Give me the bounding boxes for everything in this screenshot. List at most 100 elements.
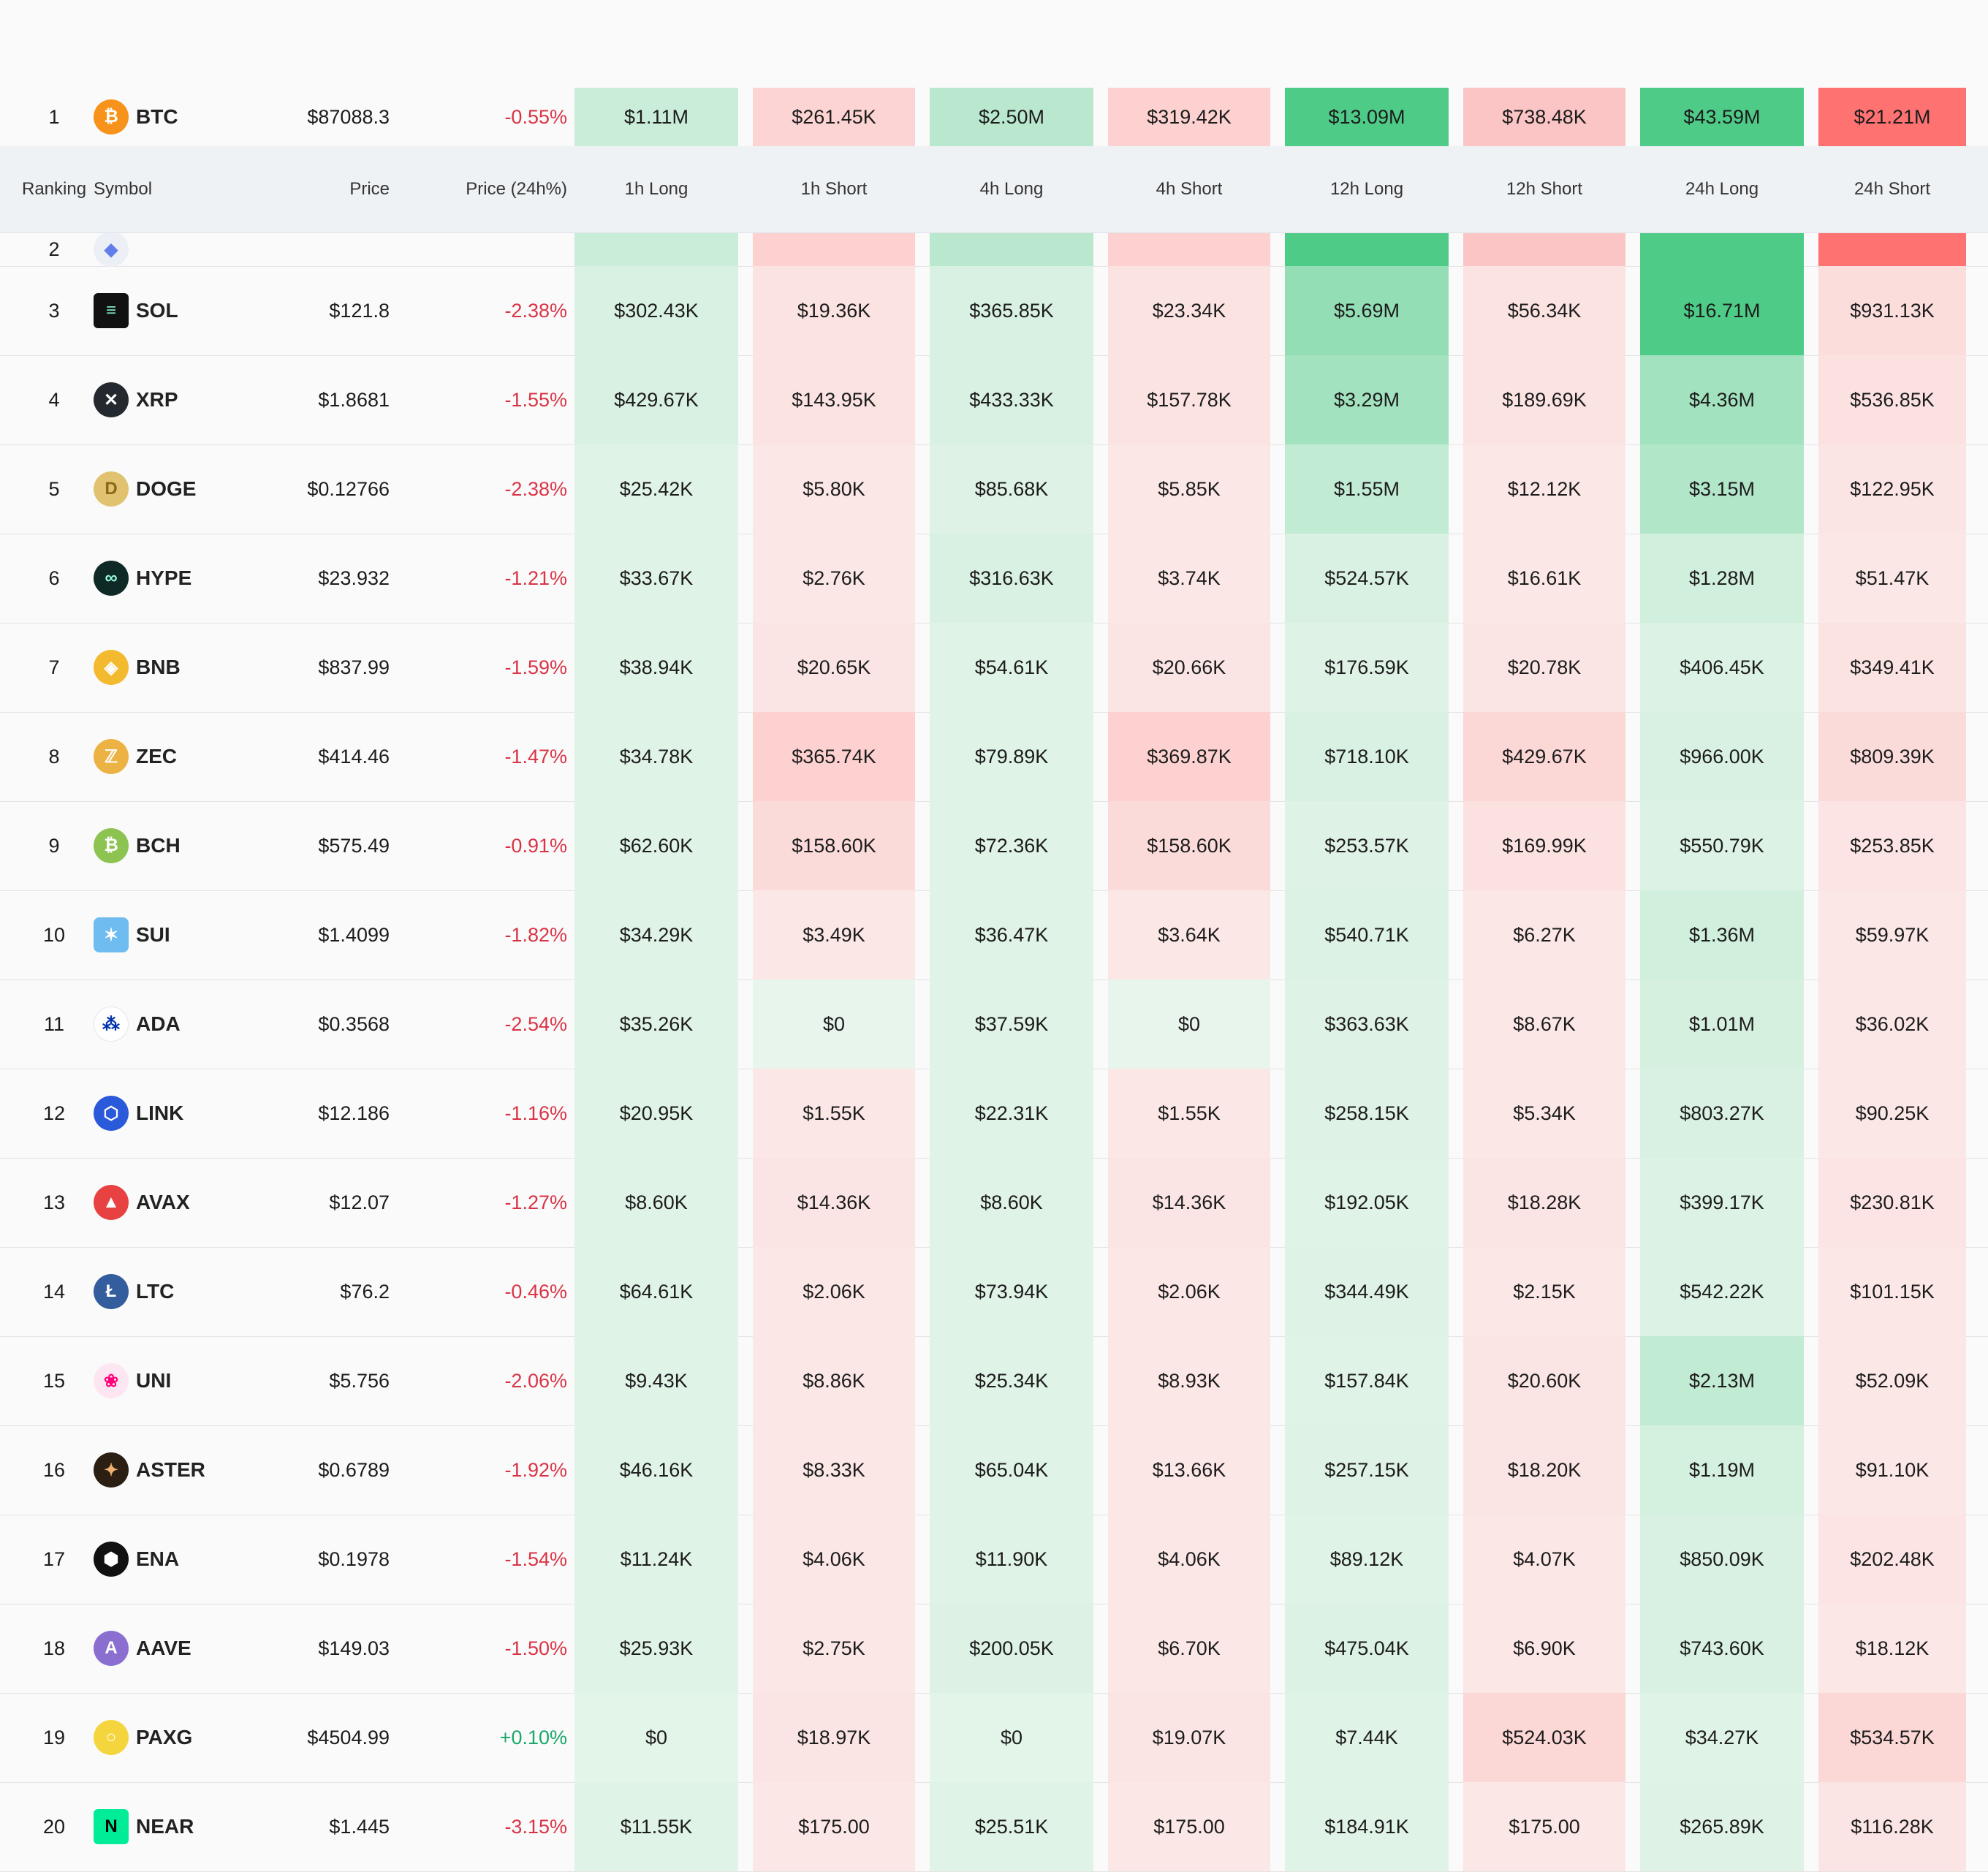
liq-1h-long-cell: $302.43K [574, 266, 738, 355]
liq-12h-long-cell: $524.57K [1285, 534, 1449, 623]
liq-24h-short-cell: $202.48K [1818, 1515, 1966, 1604]
aster-icon: ✦ [94, 1452, 129, 1488]
header-ranking[interactable]: Ranking [22, 179, 87, 199]
table-row[interactable]: 11 ⁂ ADA $0.3568 -2.54% $35.26K $0 $37.59K $0 $36… [0, 979, 1988, 1069]
symbol-cell[interactable]: ≡ SOL [94, 266, 269, 355]
price-cell: $1.445 [329, 1815, 390, 1838]
table-row[interactable]: 14 Ł LTC $76.2 -0.46% $64.61K $2.06K $73.94K $2.… [0, 1247, 1988, 1337]
header-12h-short[interactable]: 12h Short [1506, 179, 1583, 199]
header-price[interactable]: Price [349, 179, 390, 199]
symbol-label: ZEC [136, 745, 177, 768]
header-24h-long[interactable]: 24h Long [1685, 179, 1759, 199]
symbol-cell[interactable]: ✦ ASTER [94, 1425, 269, 1515]
header-price-change[interactable]: Price (24h%) [466, 179, 567, 199]
header-1h-short[interactable]: 1h Short [800, 179, 868, 199]
table-row[interactable]: 19 ○ PAXG $4504.99 +0.10% $0 $18.97K $0 $19.07K $… [0, 1693, 1988, 1783]
symbol-cell[interactable]: ○ PAXG [94, 1693, 269, 1782]
header-12h-long[interactable]: 12h Long [1329, 179, 1404, 199]
symbol-cell[interactable]: ℤ ZEC [94, 712, 269, 801]
liq-24h-short-cell: $91.10K [1818, 1425, 1966, 1515]
price-cell: $121.8 [329, 299, 390, 322]
liq-12h-long-cell: $176.59K [1285, 623, 1449, 712]
liq-1h-short-cell: $8.33K [753, 1425, 915, 1515]
price-cell: $5.756 [329, 1369, 390, 1392]
liq-4h-short-cell: $13.66K [1108, 1425, 1270, 1515]
liq-1h-long-cell: $1.11M [574, 88, 738, 146]
header-24h-short[interactable]: 24h Short [1854, 179, 1931, 199]
symbol-cell[interactable]: ✕ XRP [94, 355, 269, 444]
header-symbol[interactable]: Symbol [94, 179, 153, 199]
liq-12h-long-cell: $253.57K [1285, 801, 1449, 890]
liq-1h-long-cell: $38.94K [574, 623, 738, 712]
liq-1h-long-cell: $62.60K [574, 801, 738, 890]
symbol-label: LINK [136, 1102, 184, 1124]
liq-12h-short-cell: $20.60K [1463, 1336, 1625, 1425]
table-row[interactable]: 20 N NEAR $1.445 -3.15% $11.55K $175.00 $25.51K… [0, 1782, 1988, 1872]
symbol-cell[interactable]: N NEAR [94, 1782, 269, 1871]
liq-24h-long-cell: $43.59M [1640, 88, 1804, 146]
table-row[interactable]: 13 ▲ AVAX $12.07 -1.27% $8.60K $14.36K $8.60K $1… [0, 1158, 1988, 1248]
table-row[interactable]: 5 D DOGE $0.12766 -2.38% $25.42K $5.80K $85.68K… [0, 444, 1988, 534]
table-row[interactable]: 18 A AAVE $149.03 -1.50% $25.93K $2.75K $200.05… [0, 1604, 1988, 1694]
symbol-cell[interactable]: ✶ SUI [94, 890, 269, 979]
zec-icon: ℤ [94, 739, 129, 774]
symbol-cell[interactable]: ❀ UNI [94, 1336, 269, 1425]
symbol-cell[interactable]: ₿ BTC [94, 88, 269, 146]
liq-4h-long-cell: $2.50M [930, 88, 1093, 146]
rank-cell: 9 [48, 834, 60, 857]
symbol-label: SUI [136, 923, 170, 946]
table-row[interactable]: 10 ✶ SUI $1.4099 -1.82% $34.29K $3.49K $36.47K $… [0, 890, 1988, 980]
liq-1h-short-cell: $143.95K [753, 355, 915, 444]
symbol-cell[interactable]: ⬡ LINK [94, 1069, 269, 1158]
liq-1h-long-cell: $8.60K [574, 1158, 738, 1247]
table-row[interactable]: 6 ∞ HYPE $23.932 -1.21% $33.67K $2.76K $316.63K… [0, 534, 1988, 624]
symbol-cell[interactable]: ▲ AVAX [94, 1158, 269, 1247]
symbol-cell[interactable]: ∞ HYPE [94, 534, 269, 623]
symbol-label: NEAR [136, 1815, 194, 1838]
liq-1h-long-cell: $11.24K [574, 1515, 738, 1604]
header-4h-long[interactable]: 4h Long [979, 179, 1044, 199]
table-row[interactable]: 9 ₿ BCH $575.49 -0.91% $62.60K $158.60K $72.36K… [0, 801, 1988, 891]
symbol-cell[interactable]: A AAVE [94, 1604, 269, 1693]
table-row[interactable]: 3 ≡ SOL $121.8 -2.38% $302.43K $19.36K $365.85K… [0, 266, 1988, 356]
liq-4h-long-cell: $54.61K [930, 623, 1093, 712]
table-row[interactable]: 2 ◆ [0, 232, 1988, 267]
symbol-cell[interactable]: ₿ BCH [94, 801, 269, 890]
liq-24h-short-cell: $52.09K [1818, 1336, 1966, 1425]
liq-4h-short-cell: $369.87K [1108, 712, 1270, 801]
header-4h-short[interactable]: 4h Short [1156, 179, 1223, 199]
table-row[interactable]: 16 ✦ ASTER $0.6789 -1.92% $46.16K $8.33K $65.04… [0, 1425, 1988, 1515]
table-row[interactable]: 4 ✕ XRP $1.8681 -1.55% $429.67K $143.95K $433.3… [0, 355, 1988, 445]
rank-cell: 3 [48, 299, 60, 322]
symbol-cell[interactable]: D DOGE [94, 444, 269, 534]
symbol-cell[interactable]: ⁂ ADA [94, 979, 269, 1069]
liq-1h-long-cell: $429.67K [574, 355, 738, 444]
liq-4h-long-cell: $365.85K [930, 266, 1093, 355]
table-row[interactable]: 7 ◈ BNB $837.99 -1.59% $38.94K $20.65K $54.61K $… [0, 623, 1988, 713]
table-row[interactable]: 12 ⬡ LINK $12.186 -1.16% $20.95K $1.55K $22.31K… [0, 1069, 1988, 1159]
symbol-label: UNI [136, 1369, 172, 1392]
symbol-cell[interactable]: ◆ [94, 232, 269, 267]
symbol-label: ASTER [136, 1458, 205, 1481]
liq-12h-short-cell: $524.03K [1463, 1693, 1625, 1782]
table-row[interactable]: 1 ₿ BTC $87088.3 -0.55% $1.11M $261.45K $2.50M $… [0, 88, 1988, 146]
liq-4h-short-cell: $8.93K [1108, 1336, 1270, 1425]
price-cell: $1.8681 [318, 388, 390, 411]
liq-4h-long-cell: $200.05K [930, 1604, 1093, 1693]
liq-1h-long-cell [574, 232, 738, 266]
btc-icon: ₿ [94, 99, 129, 134]
table-row[interactable]: 15 ❀ UNI $5.756 -2.06% $9.43K $8.86K $25.34K $8.… [0, 1336, 1988, 1426]
price-cell: $12.186 [318, 1102, 390, 1124]
liq-4h-long-cell: $316.63K [930, 534, 1093, 623]
price-change-cell: -1.92% [504, 1458, 567, 1481]
symbol-cell[interactable]: ⬢ ENA [94, 1515, 269, 1604]
table-row[interactable]: 17 ⬢ ENA $0.1978 -1.54% $11.24K $4.06K $11.90K $… [0, 1515, 1988, 1604]
liq-4h-long-cell: $72.36K [930, 801, 1093, 890]
bch-icon: ₿ [94, 828, 129, 863]
symbol-cell[interactable]: ◈ BNB [94, 623, 269, 712]
liq-1h-short-cell: $2.76K [753, 534, 915, 623]
symbol-cell[interactable]: Ł LTC [94, 1247, 269, 1336]
liq-12h-short-cell: $738.48K [1463, 88, 1625, 146]
header-1h-long[interactable]: 1h Long [624, 179, 688, 199]
table-row[interactable]: 8 ℤ ZEC $414.46 -1.47% $34.78K $365.74K $79.89K… [0, 712, 1988, 802]
